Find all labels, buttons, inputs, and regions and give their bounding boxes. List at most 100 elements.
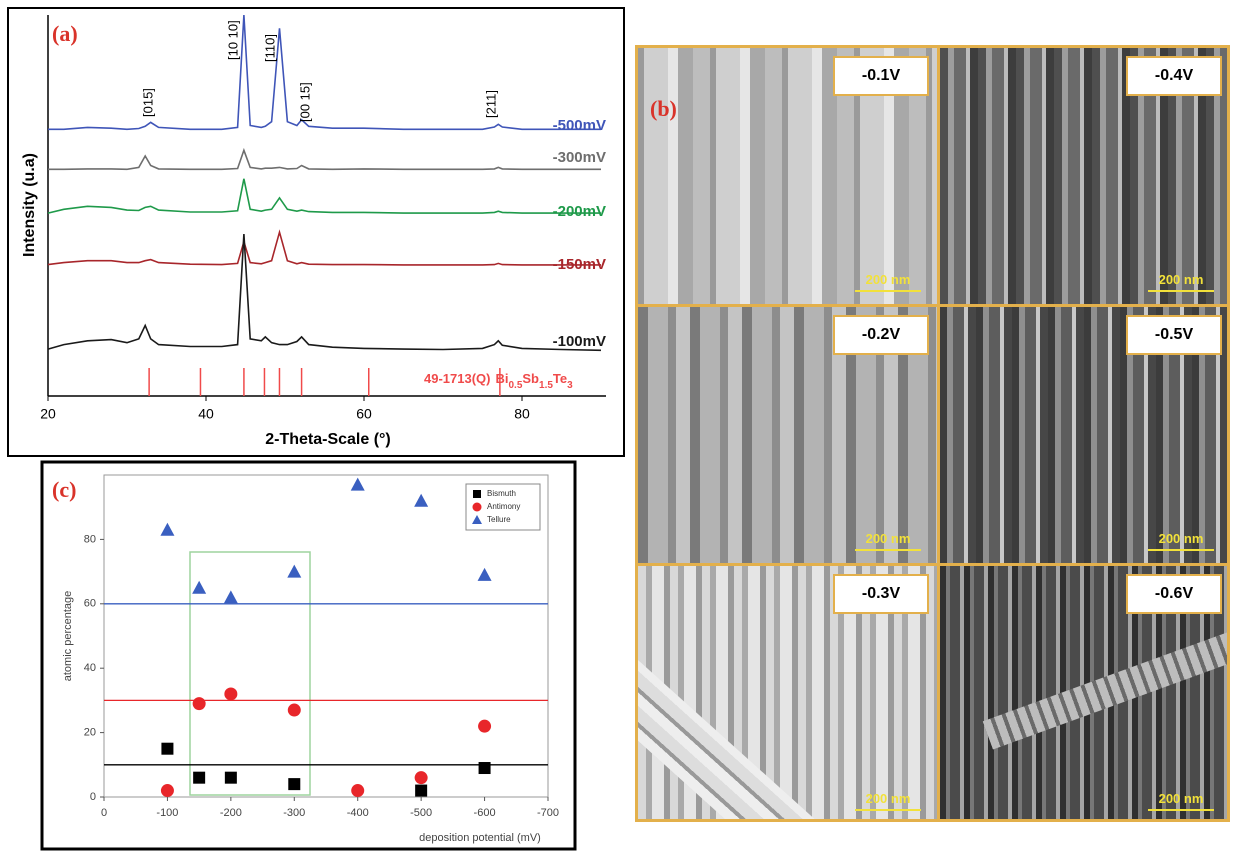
x-tick-label: -700	[537, 807, 559, 819]
sem-image: -0.5V 200 nm	[940, 307, 1227, 563]
marker	[193, 771, 206, 784]
y-axis-label: Intensity (u.a)	[21, 153, 38, 257]
marker	[478, 762, 491, 775]
scale-bar: 200 nm	[855, 791, 921, 811]
scale-bar-line	[1148, 290, 1214, 292]
marker	[414, 493, 429, 507]
marker	[350, 477, 365, 491]
series-label: -300mV	[553, 149, 606, 166]
highlight-box	[189, 551, 311, 796]
potential-label: -0.3V	[833, 574, 929, 614]
y-tick-label: 60	[84, 598, 96, 610]
peak-label: [110]	[262, 34, 277, 62]
reference-label-part: Sb	[522, 371, 539, 386]
sem-panel: -0.1V 200 nm -0.4V 200 nm -0.2V 200 nm -0.5V 20…	[635, 45, 1230, 822]
plot-frame	[103, 474, 549, 798]
xrd-trace	[47, 178, 601, 214]
x-tick-label: -500	[410, 807, 432, 819]
scale-bar: 200 nm	[855, 531, 921, 551]
sem-image: -0.1V 200 nm	[638, 48, 937, 304]
scale-bar: 200 nm	[855, 272, 921, 292]
x-tick-label: 60	[356, 406, 372, 422]
marker	[161, 742, 174, 755]
panel-c-frame	[40, 460, 577, 851]
marker	[287, 703, 301, 717]
marker	[192, 580, 207, 594]
panel-label: (c)	[52, 477, 76, 502]
x-tick-label: -400	[347, 807, 369, 819]
series-label: -150mV	[553, 256, 606, 273]
potential-label: -0.1V	[833, 56, 929, 96]
marker	[192, 697, 206, 711]
x-tick-label: -600	[474, 807, 496, 819]
marker	[287, 564, 302, 578]
marker	[472, 515, 482, 524]
x-tick-label: 0	[101, 807, 107, 819]
scale-bar-line	[855, 809, 921, 811]
reference-label-part: 3	[567, 380, 573, 391]
series-label: -100mV	[553, 333, 606, 350]
x-axis-label: deposition potential (mV)	[419, 832, 541, 844]
scale-bar-line	[855, 549, 921, 551]
marker	[415, 784, 428, 797]
legend-label: Tellure	[487, 515, 511, 524]
sem-image: -0.6V 200 nm	[940, 566, 1227, 819]
scale-bar-line	[1148, 809, 1214, 811]
peak-label: [00 15]	[297, 82, 312, 122]
marker	[478, 719, 492, 733]
scale-bar-label: 200 nm	[1158, 531, 1204, 546]
y-tick-label: 40	[84, 662, 96, 674]
panel-a-frame	[7, 7, 625, 457]
y-tick-label: 80	[84, 533, 96, 545]
panel-label: (a)	[52, 21, 78, 46]
marker	[477, 567, 492, 581]
y-axis-label: atomic percentage	[62, 591, 74, 682]
legend-label: Bismuth	[487, 489, 516, 498]
peak-label: [015]	[140, 88, 155, 117]
potential-label: -0.5V	[1126, 315, 1222, 355]
x-tick-label: -100	[156, 807, 178, 819]
potential-label: -0.4V	[1126, 56, 1222, 96]
reference-label-part: 1.5	[539, 380, 553, 391]
reference-label-part: 0.5	[508, 380, 522, 391]
scale-bar-label: 200 nm	[865, 531, 911, 546]
scale-bar-label: 200 nm	[1158, 272, 1204, 287]
marker	[473, 490, 481, 498]
marker	[224, 687, 238, 701]
sem-image: -0.4V 200 nm	[940, 48, 1227, 304]
scale-bar-label: 200 nm	[865, 272, 911, 287]
peak-label: [10 10]	[225, 20, 240, 60]
marker	[351, 784, 365, 798]
sem-image: -0.3V 200 nm	[638, 566, 937, 819]
scale-bar: 200 nm	[1148, 791, 1214, 811]
x-tick-label: -200	[220, 807, 242, 819]
scale-bar: 200 nm	[1148, 272, 1214, 292]
sem-image: -0.2V 200 nm	[638, 307, 937, 563]
x-tick-label: -300	[283, 807, 305, 819]
x-tick-label: 20	[40, 406, 56, 422]
y-tick-label: 20	[84, 727, 96, 739]
panel-label: (b)	[650, 96, 677, 121]
potential-label: -0.2V	[833, 315, 929, 355]
scale-bar-line	[855, 290, 921, 292]
x-tick-label: 80	[514, 406, 530, 422]
x-axis-label: 2-Theta-Scale (°)	[265, 431, 391, 448]
peak-label: [211]	[483, 90, 498, 118]
reference-label: 49-1713(Q) Bi0.5Sb1.5Te3	[424, 371, 573, 391]
marker	[288, 778, 301, 791]
scale-bar-label: 200 nm	[1158, 791, 1204, 806]
series-label: -200mV	[553, 203, 606, 220]
xrd-trace	[47, 234, 602, 352]
marker	[160, 784, 174, 798]
marker	[414, 771, 428, 785]
marker	[160, 522, 175, 536]
reference-label-part: 49-1713(Q)	[424, 371, 490, 386]
series-label: -500mV	[553, 117, 606, 134]
y-tick-label: 0	[90, 791, 96, 803]
reference-label-part: Te	[553, 371, 567, 386]
legend-label: Antimony	[487, 502, 520, 511]
x-tick-label: 40	[198, 406, 214, 422]
scale-bar-label: 200 nm	[865, 791, 911, 806]
xrd-trace	[47, 229, 601, 266]
